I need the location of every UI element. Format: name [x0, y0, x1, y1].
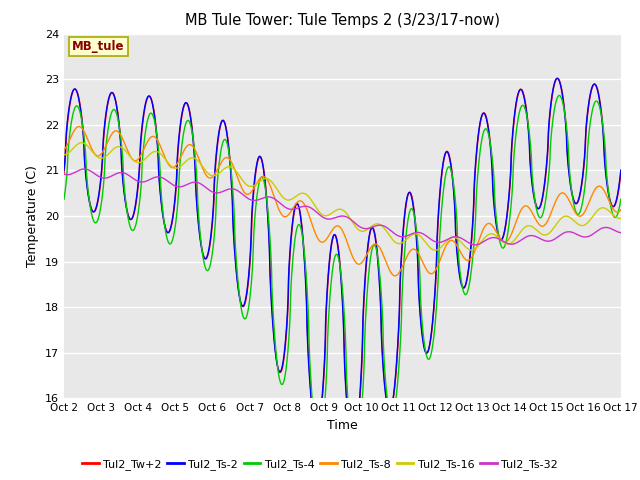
Line: Tul2_Ts-8: Tul2_Ts-8	[64, 127, 621, 276]
Tul2_Ts-2	[60, 167, 68, 173]
Tul2_Tw+2	[193, 190, 200, 195]
Tul2_Ts-2	[554, 75, 561, 81]
Tul2_Ts-2	[193, 194, 200, 200]
Tul2_Ts-4	[617, 196, 625, 202]
Tul2_Tw+2	[189, 136, 197, 142]
Tul2_Ts-32	[81, 166, 88, 172]
Tul2_Ts-4	[270, 322, 278, 327]
Tul2_Tw+2	[349, 442, 357, 448]
Tul2_Tw+2	[612, 198, 620, 204]
Tul2_Ts-32	[310, 207, 317, 213]
Tul2_Ts-8	[310, 226, 317, 231]
Tul2_Tw+2	[310, 415, 317, 421]
Tul2_Tw+2	[60, 170, 68, 176]
Tul2_Ts-2	[310, 417, 317, 422]
Tul2_Ts-32	[471, 242, 479, 248]
Text: MB_tule: MB_tule	[72, 40, 125, 53]
Tul2_Ts-32	[189, 180, 197, 185]
Tul2_Ts-8	[60, 147, 68, 153]
Tul2_Ts-16	[310, 201, 317, 206]
Tul2_Ts-8	[391, 273, 399, 279]
Y-axis label: Temperature (C): Temperature (C)	[26, 165, 39, 267]
Line: Tul2_Ts-16: Tul2_Ts-16	[64, 143, 621, 250]
Tul2_Ts-8	[270, 193, 278, 199]
Tul2_Ts-16	[78, 140, 86, 145]
Tul2_Ts-2	[195, 228, 203, 234]
Tul2_Ts-32	[193, 180, 200, 185]
Tul2_Tw+2	[195, 226, 203, 231]
Tul2_Tw+2	[617, 170, 625, 176]
Tul2_Ts-32	[612, 228, 620, 234]
Tul2_Ts-8	[75, 124, 83, 130]
X-axis label: Time: Time	[327, 419, 358, 432]
Tul2_Ts-16	[195, 159, 203, 165]
Tul2_Ts-2	[270, 335, 278, 340]
Tul2_Ts-8	[612, 209, 620, 215]
Tul2_Ts-4	[189, 137, 197, 143]
Tul2_Tw+2	[554, 75, 561, 81]
Line: Tul2_Ts-2: Tul2_Ts-2	[64, 78, 621, 445]
Line: Tul2_Ts-32: Tul2_Ts-32	[64, 169, 621, 245]
Tul2_Ts-2	[617, 167, 625, 173]
Line: Tul2_Ts-4: Tul2_Ts-4	[64, 96, 621, 453]
Tul2_Ts-8	[193, 150, 200, 156]
Tul2_Ts-2	[189, 140, 197, 145]
Legend: Tul2_Tw+2, Tul2_Ts-2, Tul2_Ts-4, Tul2_Ts-8, Tul2_Ts-16, Tul2_Ts-32: Tul2_Tw+2, Tul2_Ts-2, Tul2_Ts-4, Tul2_Ts…	[78, 455, 562, 474]
Tul2_Ts-4	[612, 214, 620, 219]
Tul2_Ts-16	[431, 247, 439, 253]
Tul2_Ts-16	[617, 216, 625, 221]
Tul2_Ts-16	[193, 156, 200, 162]
Title: MB Tule Tower: Tule Temps 2 (3/23/17-now): MB Tule Tower: Tule Temps 2 (3/23/17-now…	[185, 13, 500, 28]
Tul2_Ts-4	[351, 450, 359, 456]
Tul2_Ts-16	[270, 182, 278, 188]
Tul2_Ts-4	[195, 219, 203, 225]
Tul2_Ts-32	[60, 171, 68, 177]
Tul2_Ts-4	[556, 93, 563, 98]
Tul2_Ts-4	[60, 196, 68, 202]
Tul2_Ts-4	[193, 167, 200, 172]
Tul2_Tw+2	[270, 332, 278, 337]
Tul2_Ts-16	[189, 155, 197, 161]
Tul2_Ts-8	[617, 207, 625, 213]
Tul2_Ts-2	[349, 443, 357, 448]
Tul2_Ts-16	[612, 215, 620, 220]
Tul2_Ts-32	[270, 196, 278, 202]
Tul2_Ts-16	[60, 152, 68, 157]
Tul2_Ts-32	[195, 180, 203, 186]
Tul2_Ts-8	[189, 144, 197, 150]
Tul2_Ts-4	[310, 411, 317, 417]
Tul2_Ts-8	[195, 156, 203, 162]
Line: Tul2_Tw+2: Tul2_Tw+2	[64, 78, 621, 445]
Tul2_Ts-32	[617, 230, 625, 236]
Tul2_Ts-2	[612, 197, 620, 203]
